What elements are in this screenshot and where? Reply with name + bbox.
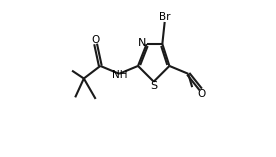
Text: NH: NH: [112, 70, 128, 80]
Text: S: S: [150, 81, 158, 91]
Text: O: O: [92, 35, 100, 45]
Text: O: O: [197, 89, 205, 99]
Text: N: N: [138, 38, 147, 48]
Text: Br: Br: [159, 12, 171, 22]
